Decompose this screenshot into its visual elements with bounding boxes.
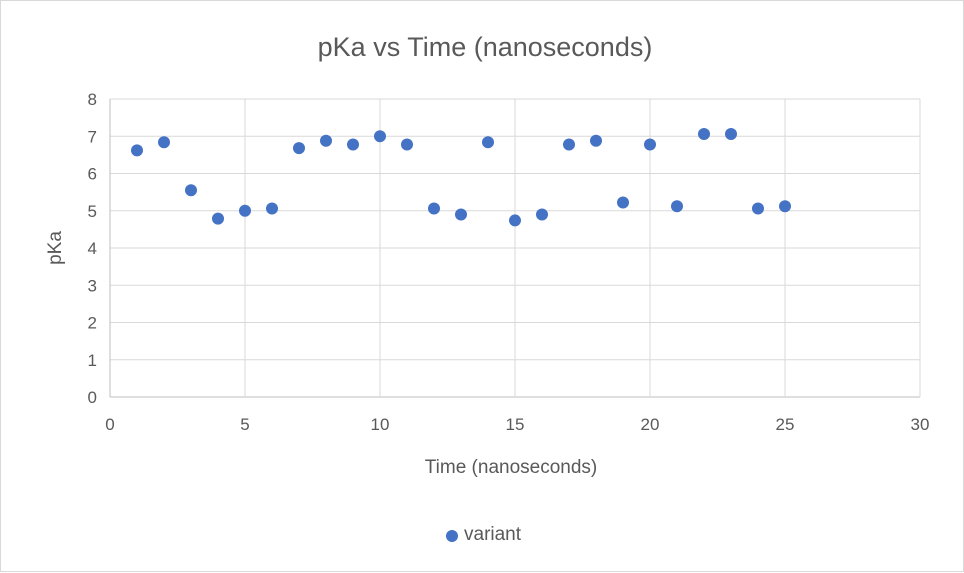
gridlines xyxy=(109,98,921,398)
x-tick-label: 30 xyxy=(911,415,930,434)
y-tick-label: 5 xyxy=(88,202,97,221)
y-tick-label: 7 xyxy=(88,127,97,146)
y-tick-label: 2 xyxy=(88,314,97,333)
data-point xyxy=(455,208,467,221)
data-point xyxy=(617,196,629,209)
data-point xyxy=(509,214,521,227)
data-point xyxy=(401,138,413,151)
data-point xyxy=(671,200,683,213)
y-tick-label: 4 xyxy=(88,239,97,258)
data-point xyxy=(320,134,332,147)
data-point xyxy=(374,130,386,143)
data-point xyxy=(131,144,143,157)
x-tick-label: 0 xyxy=(105,415,114,434)
y-tick-label: 6 xyxy=(88,165,97,184)
y-axis-ticks: 0 1 2 3 4 5 6 7 8 xyxy=(88,90,97,407)
y-tick-label: 0 xyxy=(88,388,97,407)
data-points xyxy=(131,128,791,227)
data-point xyxy=(752,202,764,215)
data-point xyxy=(725,128,737,141)
data-point xyxy=(698,128,710,141)
data-point xyxy=(266,202,278,215)
data-point xyxy=(239,204,251,217)
x-axis-title: Time (nanoseconds) xyxy=(425,457,597,478)
y-axis-title: pKa xyxy=(45,231,66,265)
x-tick-label: 25 xyxy=(776,415,795,434)
data-point xyxy=(590,134,602,147)
x-tick-label: 5 xyxy=(240,415,249,434)
x-tick-label: 20 xyxy=(641,415,660,434)
legend-marker xyxy=(446,530,458,542)
y-tick-label: 1 xyxy=(88,351,97,370)
data-point xyxy=(293,142,305,155)
y-tick-label: 3 xyxy=(88,276,97,295)
data-point xyxy=(482,136,494,149)
data-point xyxy=(536,208,548,221)
data-point xyxy=(158,136,170,149)
data-point xyxy=(644,138,656,151)
x-tick-label: 10 xyxy=(371,415,390,434)
x-axis-ticks: 0 5 10 15 20 25 30 xyxy=(105,415,929,434)
chart-title: pKa vs Time (nanoseconds) xyxy=(318,32,653,62)
data-point xyxy=(212,212,224,225)
data-point xyxy=(185,184,197,197)
y-tick-label: 8 xyxy=(88,90,97,109)
legend: variant xyxy=(446,524,522,545)
x-tick-label: 15 xyxy=(506,415,525,434)
data-point xyxy=(428,202,440,215)
data-point xyxy=(563,138,575,151)
legend-label: variant xyxy=(464,524,522,545)
data-point xyxy=(779,200,791,213)
data-point xyxy=(347,138,359,151)
